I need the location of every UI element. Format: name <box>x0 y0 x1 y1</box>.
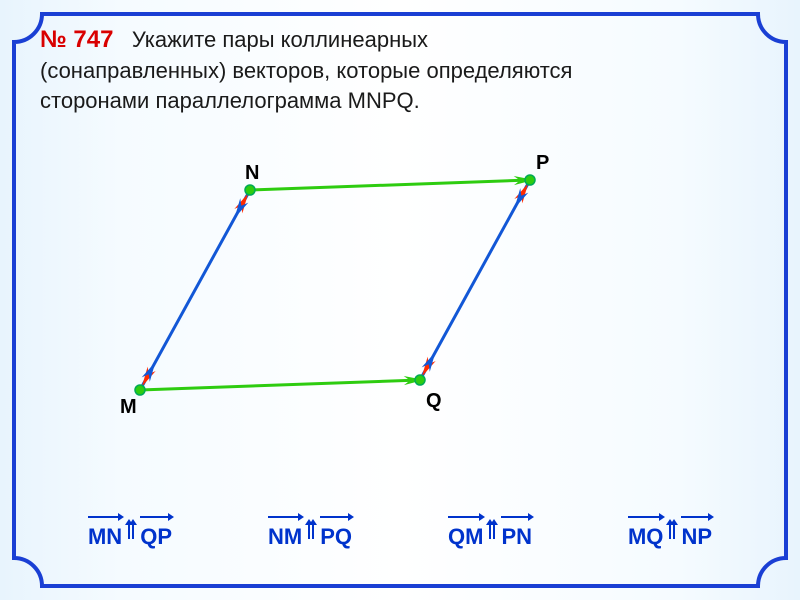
vector-QP: QP <box>140 514 172 550</box>
problem-line3: сторонами параллелограмма MNPQ. <box>40 88 420 113</box>
vector-QM: QM <box>448 514 483 550</box>
vector-pair-3: QM PN <box>448 514 532 550</box>
vector-PN: PN <box>501 514 532 550</box>
diagram-svg <box>80 140 600 420</box>
vertex-label-Q: Q <box>426 390 442 413</box>
codirectional-icon <box>308 523 314 541</box>
parallelogram-diagram: M N P Q <box>80 140 600 420</box>
vector-pair-2: NM PQ <box>268 514 352 550</box>
vertex-label-N: N <box>245 162 259 185</box>
answers-row: MN QP NM PQ QM PN MQ NP <box>40 514 760 550</box>
problem-statement: № 747 Укажите пары коллинеарных (сонапра… <box>40 24 760 116</box>
codirectional-icon <box>128 523 134 541</box>
vector-pair-1: MN QP <box>88 514 172 550</box>
problem-number: № 747 <box>40 26 113 53</box>
codirectional-icon <box>489 523 495 541</box>
content-area: № 747 Укажите пары коллинеарных (сонапра… <box>0 0 800 600</box>
vector-NP: NP <box>681 514 712 550</box>
codirectional-icon <box>669 523 675 541</box>
problem-line1: Укажите пары коллинеарных <box>132 27 428 52</box>
vertex-label-P: P <box>536 152 549 175</box>
vertex-label-M: M <box>120 396 137 419</box>
vector-PQ: PQ <box>320 514 352 550</box>
problem-line2: (сонаправленных) векторов, которые опред… <box>40 58 572 83</box>
vector-MQ: MQ <box>628 514 663 550</box>
vector-NM: NM <box>268 514 302 550</box>
vector-MN: MN <box>88 514 122 550</box>
vector-pair-4: MQ NP <box>628 514 712 550</box>
